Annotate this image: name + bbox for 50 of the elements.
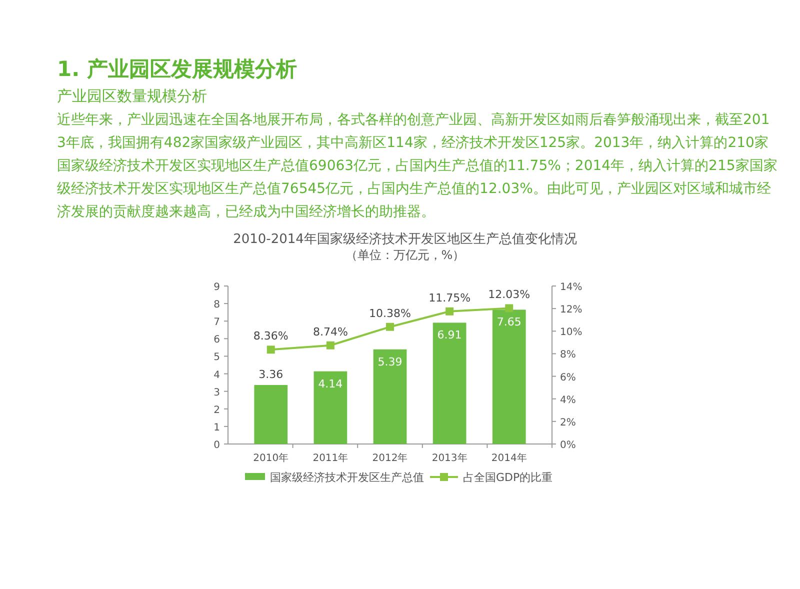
y2-tick-label: 14% xyxy=(560,282,582,293)
data-label: 12.03% xyxy=(488,288,530,302)
y2-tick-label: 10% xyxy=(560,327,582,338)
y-tick-label: 0 xyxy=(214,440,220,451)
data-label: 8.74% xyxy=(312,325,348,338)
bar xyxy=(254,385,288,444)
legend-label: 占全国GDP的比重 xyxy=(463,471,553,484)
legend-label: 国家级经济技术开发区生产总值 xyxy=(270,471,424,484)
point xyxy=(266,346,275,354)
y2-tick-label: 4% xyxy=(560,394,576,406)
text: 产业园区数量规模分析 xyxy=(57,87,207,105)
data-label: 7.65 xyxy=(496,316,522,329)
y-tick-label: 4 xyxy=(214,370,220,381)
y2-tick-label: 6% xyxy=(560,372,576,384)
y-tick-label: 2 xyxy=(214,404,220,416)
y-tick-label: 3 xyxy=(214,387,220,398)
x-tick-label: 2011年 xyxy=(312,452,348,464)
y-tick-label: 8 xyxy=(214,300,220,311)
y-tick-label: 7 xyxy=(214,317,220,328)
data-label: 5.39 xyxy=(378,355,402,368)
chart-subtitle: （单位：万亿元，%） xyxy=(345,248,465,262)
point xyxy=(505,304,514,312)
y2-tick-label: 12% xyxy=(560,304,582,316)
x-tick-label: 2014年 xyxy=(491,452,527,464)
point xyxy=(446,307,454,316)
text: 1. 产业园区发展规模分析 xyxy=(57,57,297,81)
data-label: 6.91 xyxy=(437,328,462,342)
bar xyxy=(314,371,348,444)
x-tick-label: 2010年 xyxy=(253,452,289,464)
bar xyxy=(432,322,466,444)
data-label: 8.36% xyxy=(253,330,288,343)
chart-title: 2010-2014年国家级经济技术开发区地区生产总值变化情况 xyxy=(233,231,577,247)
data-label: 3.36 xyxy=(258,368,284,382)
text: 近些年来，产业园迅速在全国各地展开布局，各式各样的创意产业园、高新开发区如雨后春笋般涌现出来，截至2013年底，我国拥有482家国家级产业园区，其中高新区114家，经济技术开发区125家。2013年，纳入计算的210家国家级经济技术开发区实现地区生产总值69063亿元，占国内生产总值的11.75%；2014年，纳入计算的215家国家级经济技术开发区实现地区生产总值76545亿元，占国内生产总值的12.03%。由此可见，产业园区对区域和城市经济发展的贡献度越来越高，已经成为中国经济增长的助推器。 xyxy=(57,112,778,220)
point xyxy=(326,341,334,350)
y2-tick-label: 8% xyxy=(560,350,576,361)
bar xyxy=(373,349,407,444)
y-tick-label: 1 xyxy=(214,422,220,434)
y-tick-label: 6 xyxy=(214,334,220,346)
data-label: 10.38% xyxy=(369,306,411,320)
point xyxy=(386,322,394,331)
y2-tick-label: 0% xyxy=(560,440,576,451)
data-label: 11.75% xyxy=(428,291,471,304)
x-tick-label: 2013年 xyxy=(432,452,468,464)
bar xyxy=(492,310,526,444)
y-tick-label: 5 xyxy=(214,352,220,364)
y2-tick-label: 2% xyxy=(560,417,576,428)
data-label: 4.14 xyxy=(318,377,343,390)
x-tick-label: 2012年 xyxy=(372,452,408,464)
y-tick-label: 9 xyxy=(214,282,220,293)
